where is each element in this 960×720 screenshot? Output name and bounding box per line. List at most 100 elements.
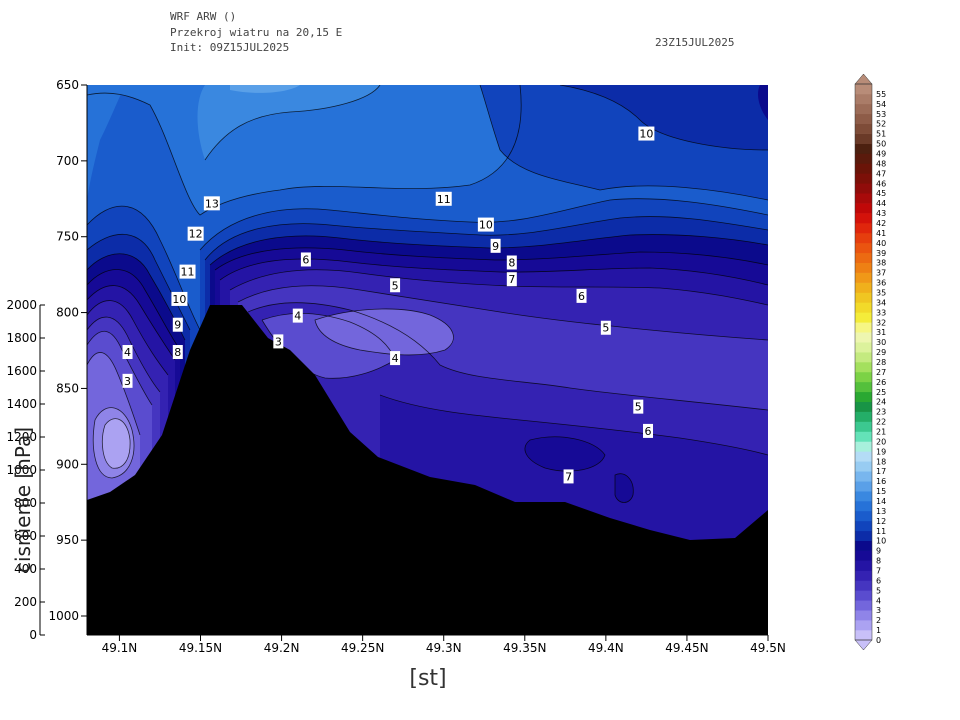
colorbar-swatch <box>855 232 872 244</box>
contour-label-box <box>122 345 133 360</box>
colorbar-swatch <box>855 421 872 432</box>
contour-label: 9 <box>492 240 499 253</box>
colorbar-swatch <box>855 501 872 512</box>
colorbar-label: 30 <box>876 338 886 347</box>
colorbar-swatch <box>855 352 872 363</box>
contour-label: 11 <box>437 193 451 206</box>
colorbar-label: 17 <box>876 467 886 476</box>
contour-label-box <box>506 272 517 287</box>
colorbar-swatch <box>855 560 872 571</box>
contour-label-box <box>203 196 220 211</box>
colorbar-swatch <box>855 252 872 264</box>
colorbar-swatch <box>855 322 872 333</box>
colorbar-label: 1 <box>876 626 881 635</box>
colorbar-swatch <box>855 262 872 273</box>
y-tick-label: 950 <box>56 533 79 547</box>
band-16 <box>230 85 300 93</box>
contour-label: 3 <box>124 375 131 388</box>
colorbar-label: 25 <box>876 388 886 397</box>
y-tick-label: 800 <box>56 306 79 320</box>
contour-label-box <box>643 423 654 438</box>
colorbar-label: 7 <box>876 567 881 576</box>
height-tick-label: 1800 <box>6 331 37 345</box>
colorbar-swatch <box>855 153 872 164</box>
band-10-east <box>560 85 768 150</box>
colorbar-frame <box>854 83 873 641</box>
contour-label-box <box>390 278 401 293</box>
y-tick-label: 700 <box>56 154 79 168</box>
colorbar-label: 19 <box>876 447 886 456</box>
colorbar-swatch <box>855 203 872 214</box>
contour-label-box <box>390 351 401 366</box>
init-time: Init: 09Z15JUL2025 <box>170 41 289 54</box>
colorbar-label: 44 <box>876 199 886 208</box>
height-tick-label: 800 <box>14 496 37 510</box>
y-tick-label: 1000 <box>48 609 79 623</box>
colorbar-swatch <box>855 282 872 293</box>
height-tick-label: 1400 <box>6 397 37 411</box>
colorbar-swatch <box>855 580 872 591</box>
colorbar-label: 26 <box>876 378 886 387</box>
colorbar-label: 38 <box>876 259 886 268</box>
colorbar-label: 3 <box>876 606 881 615</box>
height-tick-label: 1000 <box>6 463 37 477</box>
colorbar-label: 9 <box>876 547 881 556</box>
contour-label: 5 <box>602 322 609 335</box>
colorbar-label: 10 <box>876 537 886 546</box>
contour-label-box <box>187 226 204 241</box>
colorbar-label: 53 <box>876 110 886 119</box>
colorbar-swatch <box>855 371 872 383</box>
colorbar-swatch <box>855 93 872 105</box>
colorbar-label: 20 <box>876 437 886 446</box>
colorbar-label: 36 <box>876 279 886 288</box>
contour-label-box <box>171 291 188 306</box>
x-axis-title: [st] <box>409 666 446 691</box>
contour-label: 4 <box>294 310 301 323</box>
colorbar-swatch <box>855 223 872 234</box>
contour-label-box <box>576 288 587 303</box>
colorbar-swatch <box>855 461 872 472</box>
contour-label-box <box>122 373 133 388</box>
contour-label-box <box>292 308 303 323</box>
colorbar-label: 43 <box>876 209 886 218</box>
contour-label-box <box>633 399 644 414</box>
colorbar-swatch <box>855 441 872 452</box>
colorbar-swatch <box>855 84 872 95</box>
colorbar-label: 0 <box>876 636 881 645</box>
model-title: WRF ARW () <box>170 10 236 23</box>
colorbar-label: 13 <box>876 507 886 516</box>
colorbar-label: 34 <box>876 298 886 307</box>
colorbar-swatch <box>855 332 872 343</box>
height-tick-label: 200 <box>14 595 37 609</box>
contour-label-box <box>435 191 452 206</box>
colorbar-label: 28 <box>876 358 886 367</box>
contour-label-box <box>477 217 494 232</box>
colorbar-label: 51 <box>876 130 886 139</box>
height-tick-label: 2000 <box>6 298 37 312</box>
colorbar-label: 37 <box>876 269 886 278</box>
colorbar-label: 47 <box>876 169 886 178</box>
colorbar-swatch <box>855 133 872 144</box>
colorbar-label: 39 <box>876 249 886 258</box>
band-3-mid <box>315 308 454 355</box>
height-tick-label: 0 <box>29 628 37 642</box>
colorbar-label: 23 <box>876 408 886 417</box>
contour-label: 9 <box>174 319 181 332</box>
colorbar-swatch <box>855 530 872 542</box>
colorbar-label: 14 <box>876 497 886 506</box>
contour-label-box <box>179 264 196 279</box>
height-axis: 0 200 400 600 800 1000 1200 1400 1600 1800 2000 <box>6 298 45 642</box>
contour-label-box <box>300 252 311 267</box>
contour-label: 8 <box>174 346 181 359</box>
colorbar-label: 33 <box>876 308 886 317</box>
colorbar-swatch <box>855 620 872 631</box>
contour-label-box <box>172 317 183 332</box>
colorbar: 0123456789101112131415161718192021222324… <box>854 73 886 651</box>
colorbar-swatch <box>855 213 872 224</box>
colorbar-swatch <box>855 590 872 601</box>
contour-label: 6 <box>302 253 309 266</box>
colorbar-swatch <box>855 193 872 204</box>
colorbar-swatch <box>855 451 872 462</box>
contour-label: 10 <box>479 219 493 232</box>
